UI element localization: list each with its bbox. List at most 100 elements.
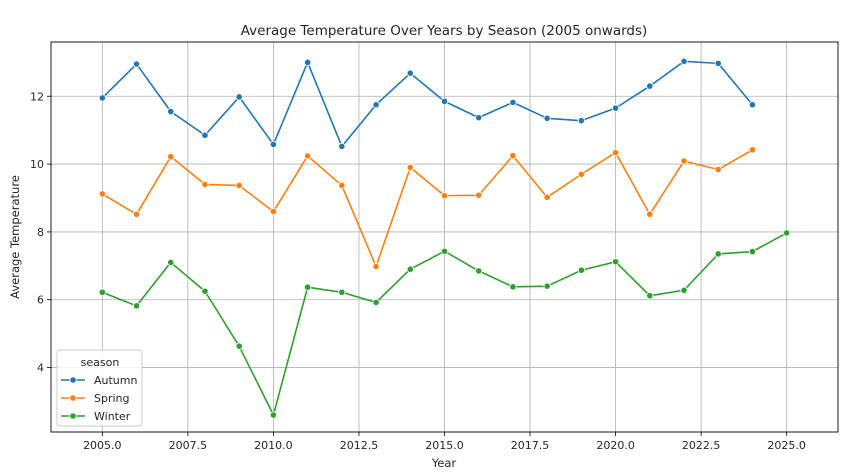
legend-label: Winter [94, 410, 131, 423]
data-point-autumn [714, 59, 722, 67]
data-point-autumn [98, 94, 106, 102]
legend-swatch-marker [69, 412, 77, 420]
series-line-autumn [101, 60, 754, 148]
data-point-winter [304, 283, 312, 291]
x-tick-label: 2017.5 [511, 439, 550, 452]
data-point-autumn [269, 140, 278, 149]
data-point-autumn [611, 104, 620, 112]
data-point-spring [611, 148, 620, 157]
data-point-spring [509, 152, 517, 160]
data-point-spring [304, 152, 312, 160]
y-tick-label: 4 [37, 362, 44, 375]
data-point-winter [646, 292, 654, 300]
legend-title: season [81, 356, 120, 369]
data-point-autumn [577, 117, 585, 125]
data-point-autumn [167, 107, 175, 116]
data-point-winter [783, 229, 791, 237]
data-point-winter [475, 267, 483, 275]
data-point-spring [680, 157, 688, 165]
y-axis: 4 6 8 10 12 [30, 90, 51, 375]
data-point-autumn [509, 98, 517, 106]
data-point-winter [440, 247, 449, 255]
data-point-winter [167, 258, 175, 267]
data-point-autumn [132, 60, 141, 68]
legend-item-spring: Spring [61, 392, 130, 405]
legend-label: Autumn [94, 374, 137, 387]
x-axis-label: Year [431, 456, 457, 470]
data-point-winter [132, 302, 141, 310]
x-tick-label: 2012.5 [340, 439, 379, 452]
series-winter [98, 229, 791, 419]
x-axis: 2005.0 2007.5 2010.0 2012.5 2015.0 2017.5 2020… [83, 432, 806, 452]
data-point-autumn [304, 58, 312, 66]
data-point-autumn [201, 131, 209, 139]
data-point-spring [269, 207, 278, 216]
data-point-winter [509, 283, 517, 291]
series-autumn [98, 57, 757, 151]
data-point-spring [338, 181, 346, 190]
legend-label: Spring [94, 392, 130, 405]
legend: season Autumn Spring Winter [56, 349, 143, 427]
data-point-spring [235, 181, 243, 190]
data-point-autumn [235, 93, 243, 101]
legend-swatch-marker [69, 376, 77, 384]
series-line-spring [101, 149, 753, 268]
data-point-winter [98, 288, 106, 296]
chart-title: Average Temperature Over Years by Season… [241, 23, 648, 39]
data-point-spring [132, 210, 141, 218]
data-point-winter [235, 342, 243, 350]
data-point-autumn [475, 114, 483, 122]
data-point-winter [748, 247, 757, 256]
data-point-autumn [440, 97, 449, 105]
data-point-winter [372, 298, 380, 307]
data-point-spring [201, 180, 209, 189]
series-spring [98, 146, 757, 271]
legend-item-winter: Winter [61, 410, 131, 423]
data-point-autumn [680, 57, 688, 65]
data-point-spring [577, 170, 585, 178]
y-tick-label: 12 [30, 90, 44, 103]
data-point-winter [201, 287, 209, 295]
data-point-spring [406, 163, 414, 172]
x-tick-label: 2007.5 [169, 439, 208, 452]
data-point-spring [475, 191, 483, 199]
data-point-winter [611, 258, 620, 266]
x-tick-label: 2020.0 [596, 439, 635, 452]
x-tick-label: 2025.0 [767, 439, 806, 452]
data-point-autumn [338, 142, 346, 151]
x-tick-label: 2022.5 [682, 439, 721, 452]
y-tick-label: 6 [37, 294, 44, 307]
data-point-autumn [543, 114, 551, 122]
data-point-winter [269, 411, 278, 419]
data-point-winter [577, 266, 585, 274]
data-point-autumn [372, 101, 380, 109]
legend-item-autumn: Autumn [61, 374, 137, 387]
data-point-spring [372, 262, 380, 271]
data-point-winter [406, 265, 414, 273]
y-tick-label: 8 [37, 226, 44, 239]
data-point-spring [714, 165, 722, 174]
x-tick-label: 2015.0 [425, 439, 464, 452]
legend-swatch-marker [69, 394, 77, 402]
grid [51, 42, 838, 432]
series-layer [98, 57, 791, 419]
data-point-winter [338, 288, 346, 296]
data-point-winter [680, 286, 688, 294]
y-tick-label: 10 [30, 158, 44, 171]
x-tick-label: 2005.0 [83, 439, 122, 452]
data-point-spring [543, 193, 551, 201]
data-point-spring [646, 210, 654, 218]
data-point-spring [98, 190, 106, 198]
legend-box [56, 349, 143, 427]
x-tick-label: 2010.0 [254, 439, 293, 452]
data-point-spring [167, 153, 175, 161]
y-axis-label: Average Temperature [8, 175, 22, 299]
data-point-winter [543, 282, 551, 290]
data-point-autumn [406, 69, 414, 77]
data-point-autumn [646, 82, 654, 90]
data-point-spring [748, 146, 757, 154]
data-point-winter [714, 250, 722, 258]
data-point-autumn [748, 101, 757, 109]
data-point-spring [440, 192, 449, 200]
